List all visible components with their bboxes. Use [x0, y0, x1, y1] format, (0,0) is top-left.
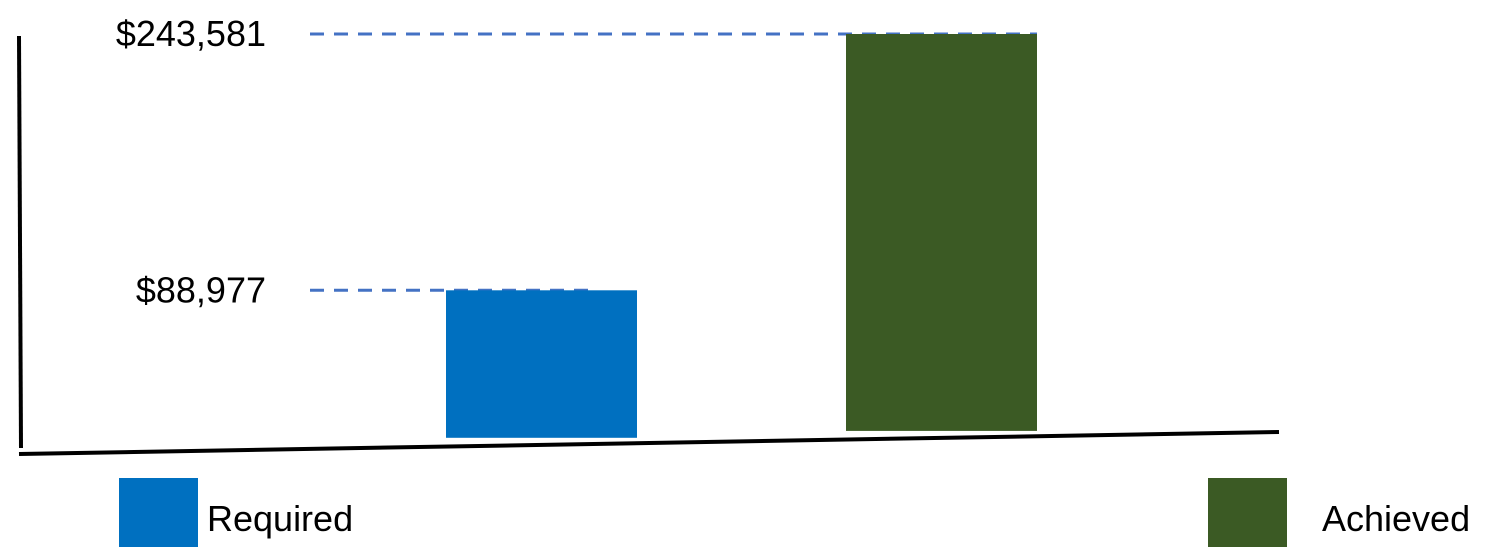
- legend-swatch-achieved: [1208, 478, 1287, 547]
- bar-required: [446, 290, 637, 438]
- value-label-achieved: $243,581: [116, 13, 266, 54]
- legend-label-required: Required: [207, 498, 353, 539]
- bar-achieved: [846, 34, 1037, 431]
- legend-label-achieved: Achieved: [1322, 498, 1470, 539]
- y-axis-line: [17, 35, 23, 449]
- value-label-required: $88,977: [136, 269, 266, 310]
- legend-swatch-required: [119, 478, 198, 547]
- x-axis-line: [18, 430, 1280, 456]
